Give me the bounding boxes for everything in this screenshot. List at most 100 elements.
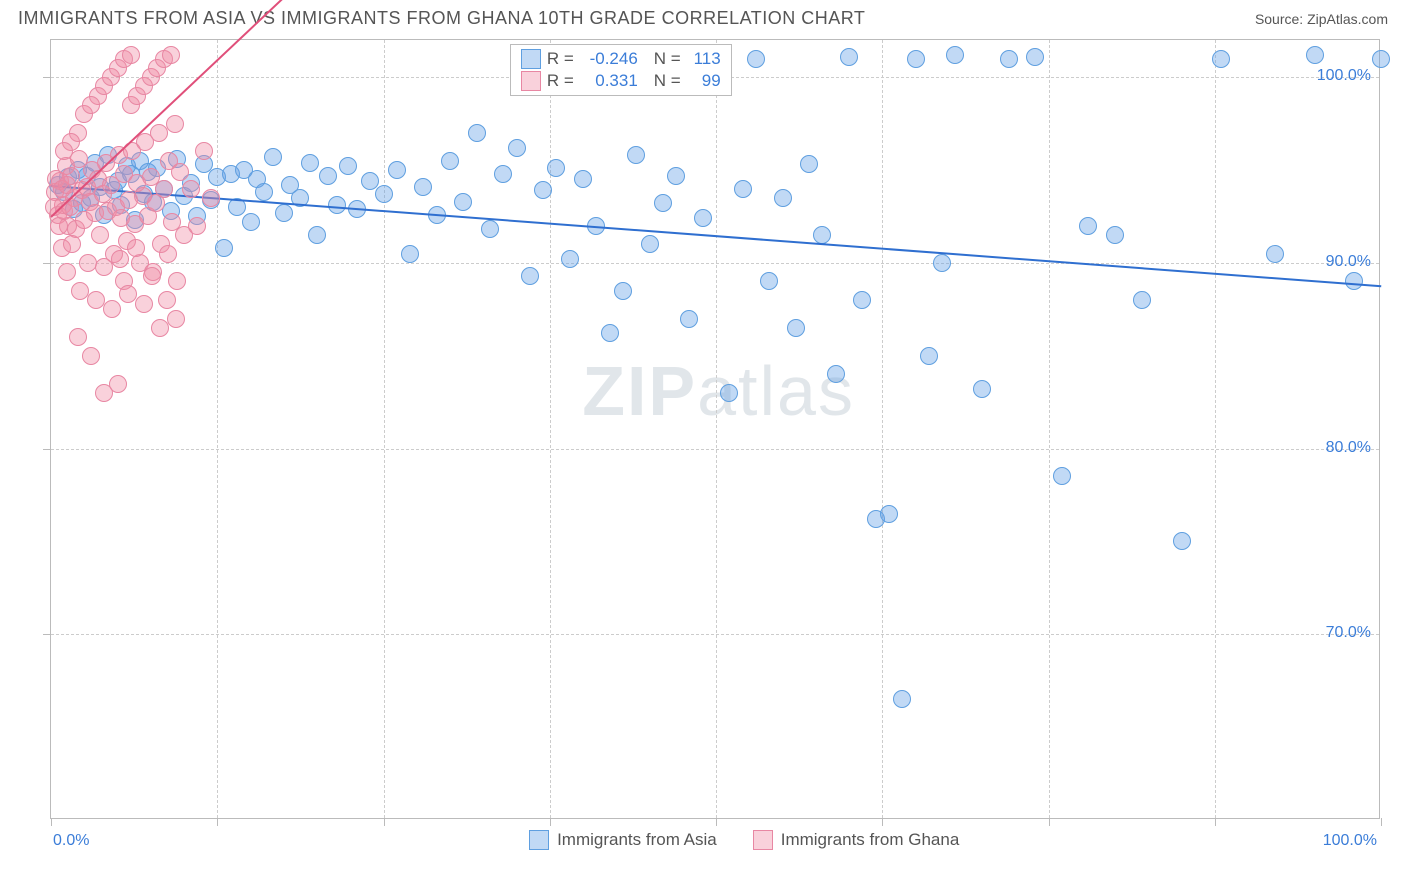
n-label: N =: [654, 49, 681, 69]
n-value: 99: [687, 71, 721, 91]
scatter-point: [893, 690, 911, 708]
legend-row: R = 0.331 N = 99: [521, 71, 721, 91]
scatter-point: [151, 319, 169, 337]
scatter-point: [813, 226, 831, 244]
scatter-point: [82, 96, 100, 114]
gridline-vertical: [1049, 40, 1050, 818]
y-tick-label: 80.0%: [1326, 439, 1371, 457]
scatter-point: [79, 254, 97, 272]
gridline-horizontal: [51, 449, 1379, 450]
scatter-point: [82, 347, 100, 365]
scatter-point: [171, 163, 189, 181]
scatter-point: [946, 46, 964, 64]
scatter-point: [534, 181, 552, 199]
scatter-point: [158, 291, 176, 309]
scatter-point: [388, 161, 406, 179]
scatter-point: [1306, 46, 1324, 64]
scatter-point: [150, 124, 168, 142]
scatter-point: [168, 272, 186, 290]
scatter-point: [694, 209, 712, 227]
scatter-point: [109, 375, 127, 393]
x-tick-mark: [51, 818, 52, 826]
legend-label: Immigrants from Asia: [557, 830, 717, 850]
gridline-vertical: [384, 40, 385, 818]
scatter-point: [1079, 217, 1097, 235]
x-tick-mark: [1049, 818, 1050, 826]
scatter-point: [111, 250, 129, 268]
scatter-point: [69, 328, 87, 346]
scatter-point: [774, 189, 792, 207]
gridline-horizontal: [51, 263, 1379, 264]
scatter-point: [547, 159, 565, 177]
scatter-point: [91, 226, 109, 244]
scatter-point: [215, 239, 233, 257]
scatter-point: [1106, 226, 1124, 244]
series-legend: Immigrants from Asia Immigrants from Ghan…: [529, 830, 987, 850]
scatter-point: [301, 154, 319, 172]
scatter-point: [155, 180, 173, 198]
r-value: 0.331: [580, 71, 638, 91]
source-label: Source:: [1255, 11, 1303, 27]
scatter-point: [880, 505, 898, 523]
scatter-point: [574, 170, 592, 188]
scatter-point: [667, 167, 685, 185]
x-tick-mark: [716, 818, 717, 826]
scatter-point: [561, 250, 579, 268]
scatter-point: [734, 180, 752, 198]
r-label: R =: [547, 71, 574, 91]
scatter-point: [508, 139, 526, 157]
scatter-point: [787, 319, 805, 337]
scatter-point: [319, 167, 337, 185]
correlation-legend: R =-0.246N =113R =0.331N =99: [510, 44, 732, 96]
scatter-point: [401, 245, 419, 263]
scatter-point: [441, 152, 459, 170]
scatter-point: [162, 46, 180, 64]
scatter-point: [920, 347, 938, 365]
x-tick-mark: [1215, 818, 1216, 826]
scatter-point: [63, 235, 81, 253]
scatter-point: [58, 176, 76, 194]
legend-swatch: [753, 830, 773, 850]
x-tick-label: 100.0%: [1323, 832, 1377, 850]
scatter-plot-area: ZIPatlas 70.0%80.0%90.0%100.0%0.0%100.0%…: [50, 39, 1380, 819]
x-tick-mark: [1381, 818, 1382, 826]
scatter-point: [680, 310, 698, 328]
scatter-point: [521, 267, 539, 285]
r-value: -0.246: [580, 49, 638, 69]
scatter-point: [853, 291, 871, 309]
y-tick-mark: [43, 449, 51, 450]
scatter-point: [166, 115, 184, 133]
scatter-point: [614, 282, 632, 300]
scatter-point: [103, 300, 121, 318]
scatter-point: [1053, 467, 1071, 485]
legend-swatch: [521, 71, 541, 91]
chart-container: 10th Grade ZIPatlas 70.0%80.0%90.0%100.0…: [50, 39, 1406, 819]
scatter-point: [1345, 272, 1363, 290]
x-tick-label: 0.0%: [53, 832, 89, 850]
scatter-point: [339, 157, 357, 175]
scatter-point: [1000, 50, 1018, 68]
scatter-point: [375, 185, 393, 203]
scatter-point: [202, 189, 220, 207]
gridline-horizontal: [51, 634, 1379, 635]
x-tick-mark: [384, 818, 385, 826]
scatter-point: [1266, 245, 1284, 263]
source-value: ZipAtlas.com: [1307, 11, 1388, 27]
legend-swatch: [529, 830, 549, 850]
y-tick-mark: [43, 634, 51, 635]
scatter-point: [627, 146, 645, 164]
scatter-point: [747, 50, 765, 68]
n-label: N =: [654, 71, 681, 91]
scatter-point: [760, 272, 778, 290]
legend-label: Immigrants from Ghana: [781, 830, 960, 850]
scatter-point: [641, 235, 659, 253]
scatter-point: [55, 142, 73, 160]
y-tick-label: 100.0%: [1317, 67, 1371, 85]
scatter-point: [800, 155, 818, 173]
scatter-point: [188, 217, 206, 235]
scatter-point: [135, 295, 153, 313]
scatter-point: [242, 213, 260, 231]
scatter-point: [933, 254, 951, 272]
scatter-point: [1372, 50, 1390, 68]
scatter-point: [468, 124, 486, 142]
